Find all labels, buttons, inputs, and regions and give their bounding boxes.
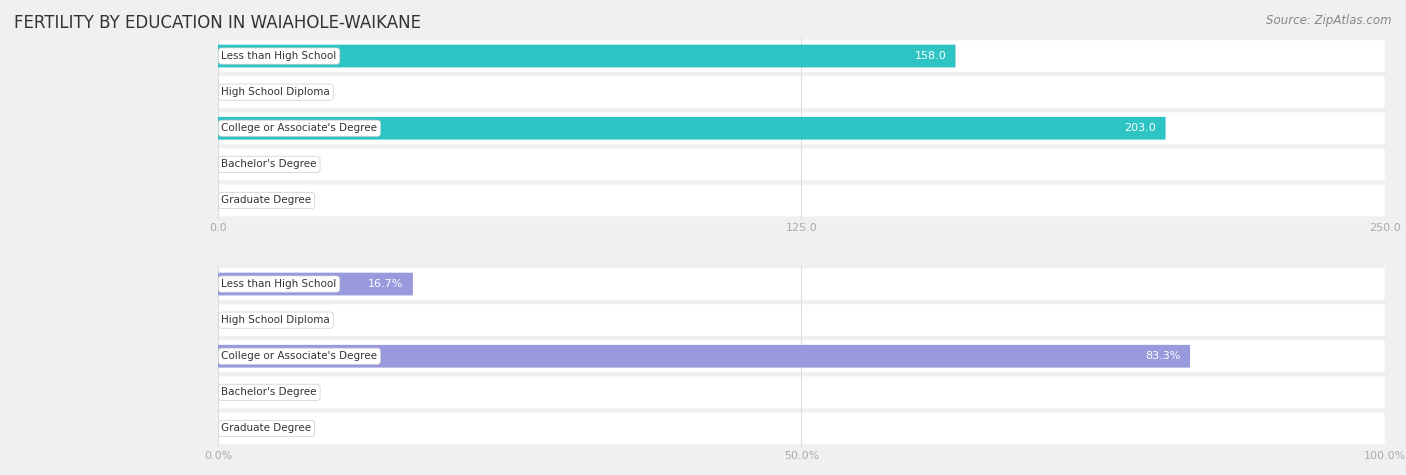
Text: Bachelor's Degree: Bachelor's Degree	[221, 387, 316, 398]
Text: 158.0: 158.0	[914, 51, 946, 61]
FancyBboxPatch shape	[218, 113, 1385, 144]
Text: Graduate Degree: Graduate Degree	[221, 423, 312, 434]
FancyBboxPatch shape	[218, 341, 1385, 372]
Text: Less than High School: Less than High School	[221, 279, 336, 289]
FancyBboxPatch shape	[218, 40, 1385, 72]
FancyBboxPatch shape	[218, 304, 1385, 336]
FancyBboxPatch shape	[218, 185, 1385, 216]
FancyBboxPatch shape	[218, 377, 1385, 408]
Text: 0.0: 0.0	[229, 159, 247, 170]
Text: College or Associate's Degree: College or Associate's Degree	[221, 351, 377, 361]
Text: High School Diploma: High School Diploma	[221, 315, 330, 325]
Text: College or Associate's Degree: College or Associate's Degree	[221, 123, 377, 133]
FancyBboxPatch shape	[218, 413, 1385, 444]
FancyBboxPatch shape	[218, 268, 1385, 300]
FancyBboxPatch shape	[218, 149, 1385, 180]
Text: Graduate Degree: Graduate Degree	[221, 195, 312, 206]
Text: 0.0: 0.0	[229, 87, 247, 97]
Text: 0.0%: 0.0%	[229, 387, 257, 398]
Text: Less than High School: Less than High School	[221, 51, 336, 61]
Text: 83.3%: 83.3%	[1146, 351, 1181, 361]
FancyBboxPatch shape	[218, 345, 1189, 368]
Text: High School Diploma: High School Diploma	[221, 87, 330, 97]
FancyBboxPatch shape	[218, 273, 413, 295]
Text: Bachelor's Degree: Bachelor's Degree	[221, 159, 316, 170]
FancyBboxPatch shape	[218, 76, 1385, 108]
Text: 0.0%: 0.0%	[229, 423, 257, 434]
Text: 0.0%: 0.0%	[229, 315, 257, 325]
Text: Source: ZipAtlas.com: Source: ZipAtlas.com	[1267, 14, 1392, 27]
Text: FERTILITY BY EDUCATION IN WAIAHOLE-WAIKANE: FERTILITY BY EDUCATION IN WAIAHOLE-WAIKA…	[14, 14, 420, 32]
FancyBboxPatch shape	[218, 45, 956, 67]
Text: 0.0: 0.0	[229, 195, 247, 206]
FancyBboxPatch shape	[218, 117, 1166, 140]
Text: 203.0: 203.0	[1125, 123, 1156, 133]
Text: 16.7%: 16.7%	[368, 279, 404, 289]
